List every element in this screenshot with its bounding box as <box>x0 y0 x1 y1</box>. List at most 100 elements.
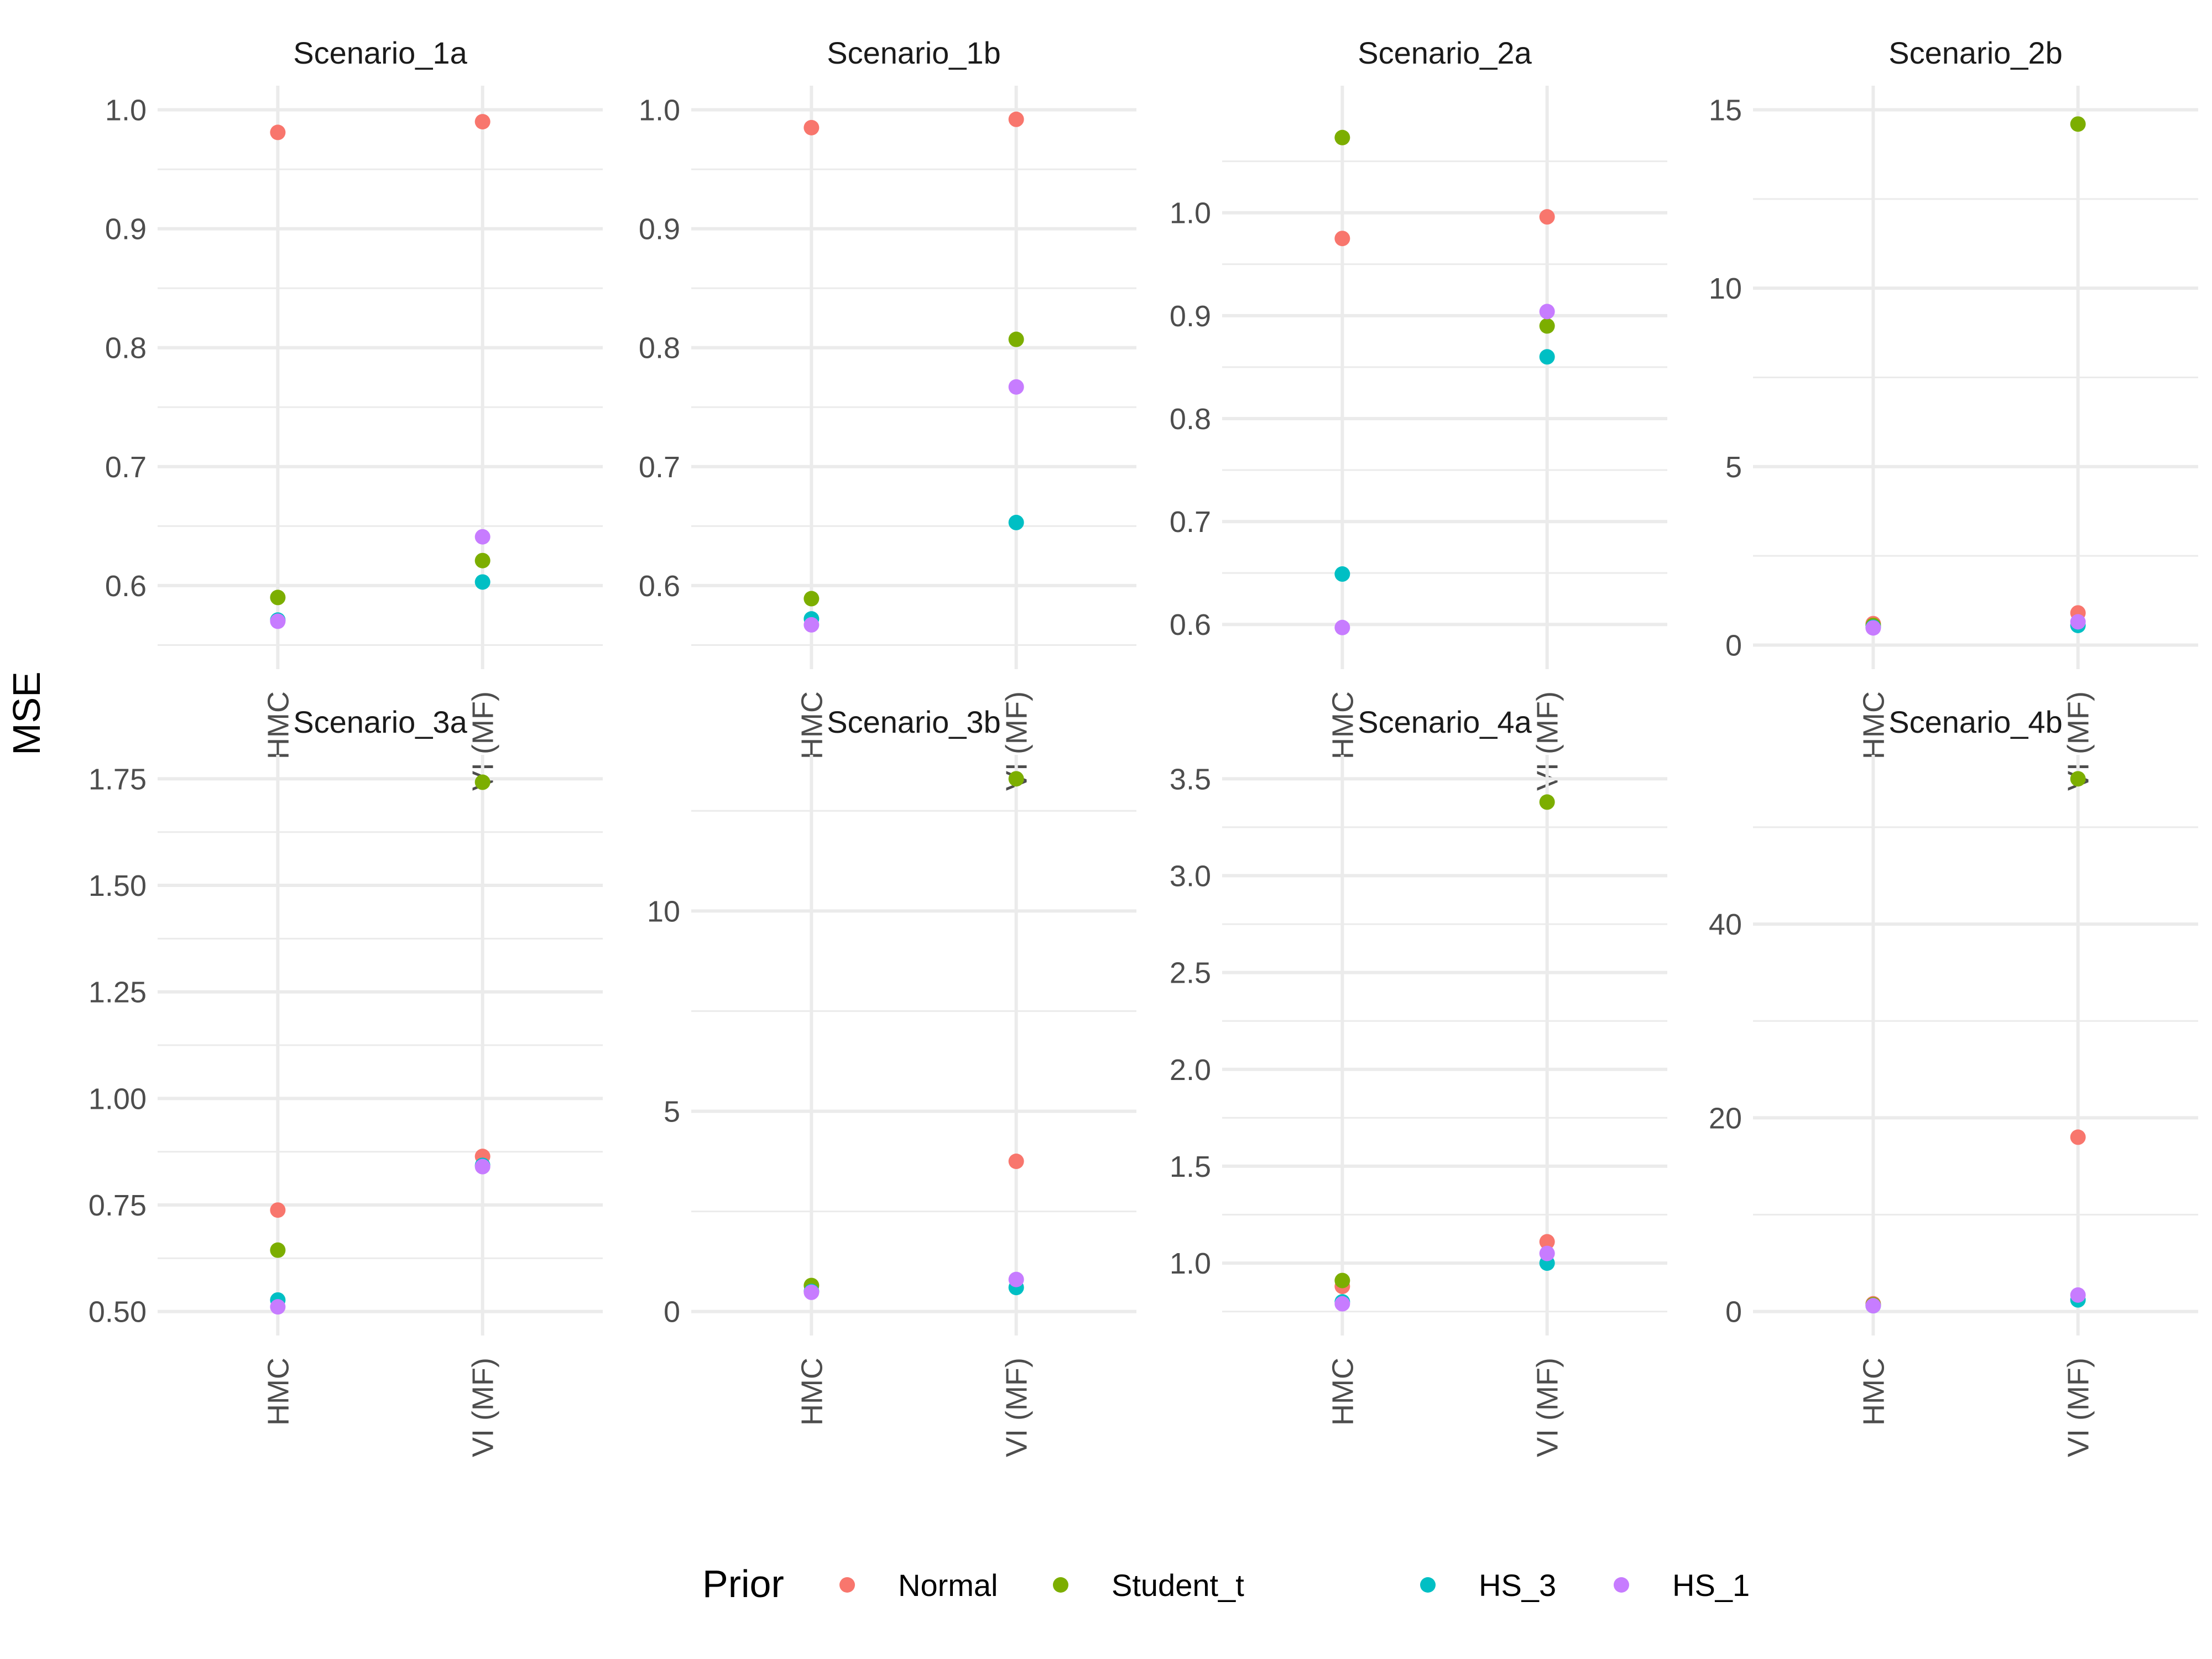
y-tick-label: 0.6 <box>1170 608 1211 641</box>
x-tick-label: VI (MF) <box>1000 1358 1034 1457</box>
y-tick-label: 20 <box>1709 1102 1742 1135</box>
x-tick-label: HMC <box>1326 691 1359 759</box>
legend-swatch <box>839 1577 855 1593</box>
legend-label: Normal <box>898 1568 998 1603</box>
y-tick-label: 3.0 <box>1170 859 1211 893</box>
legend: Prior Normal Student_t HS_3 HS_1 <box>702 1562 1750 1605</box>
facet-panel: Scenario_3b 0 5 10 HMC VI (MF) <box>647 705 1136 1457</box>
data-point <box>270 1299 286 1315</box>
y-tick-label: 0 <box>1725 629 1742 662</box>
data-point <box>1865 1298 1881 1314</box>
y-tick-label: 0.8 <box>639 332 680 365</box>
facet-title: Scenario_3b <box>827 705 1000 739</box>
data-point <box>270 1242 286 1258</box>
data-point <box>1334 1296 1350 1312</box>
x-tick-label: HMC <box>262 691 295 759</box>
data-point <box>2070 614 2086 630</box>
data-point <box>1334 129 1350 145</box>
facet-title: Scenario_3a <box>293 705 467 739</box>
y-tick-label: 0.6 <box>639 570 680 603</box>
y-tick-label: 0.8 <box>105 332 147 365</box>
y-tick-label: 10 <box>1709 272 1742 305</box>
facet-title: Scenario_1b <box>827 35 1000 70</box>
data-point <box>1539 318 1555 334</box>
data-point <box>474 529 491 545</box>
y-tick-label: 5 <box>1725 451 1742 484</box>
data-point <box>270 1202 286 1218</box>
data-point <box>2070 116 2086 132</box>
y-tick-label: 1.00 <box>88 1082 147 1115</box>
data-point <box>1539 349 1555 365</box>
data-point <box>804 617 820 633</box>
y-tick-label: 3.5 <box>1170 763 1211 796</box>
data-point <box>1008 1271 1024 1287</box>
data-point <box>1008 379 1024 395</box>
data-point <box>1334 566 1350 582</box>
data-point <box>270 124 286 140</box>
y-tick-label: 1.75 <box>88 763 147 796</box>
y-tick-label: 1.0 <box>1170 1247 1211 1280</box>
legend-item: Normal <box>839 1568 998 1603</box>
data-point <box>1008 514 1024 530</box>
data-point <box>1008 771 1024 787</box>
data-point <box>1334 619 1350 635</box>
data-point <box>804 591 820 607</box>
x-tick-label: HMC <box>795 1358 828 1426</box>
y-tick-label: 0.9 <box>1170 300 1211 333</box>
legend-swatch <box>1053 1577 1068 1593</box>
y-tick-label: 0.7 <box>105 451 147 484</box>
data-point <box>474 1159 491 1175</box>
data-point <box>270 613 286 629</box>
data-point <box>2070 1287 2086 1303</box>
data-point <box>1539 1234 1555 1250</box>
facet-panel: Scenario_4a 1.0 1.5 2.0 2.5 3.0 3.5 HMC VI (MF) <box>1170 705 1667 1457</box>
y-tick-label: 0.6 <box>105 570 147 603</box>
x-tick-label: VI (MF) <box>1531 1358 1564 1457</box>
y-tick-label: 10 <box>647 895 680 928</box>
y-tick-label: 0.9 <box>639 213 680 246</box>
facet-title: Scenario_4a <box>1358 705 1532 739</box>
data-point <box>474 114 491 130</box>
y-tick-label: 0 <box>1725 1296 1742 1329</box>
legend-label: HS_3 <box>1479 1568 1556 1603</box>
y-tick-label: 15 <box>1709 94 1742 127</box>
facet-panel: Scenario_4b 0 20 40 HMC VI (MF) <box>1709 705 2198 1457</box>
y-tick-label: 5 <box>664 1095 680 1129</box>
data-point <box>1008 111 1024 127</box>
x-tick-label: HMC <box>795 691 828 759</box>
legend-swatch <box>1614 1577 1629 1593</box>
data-point <box>2070 771 2086 787</box>
data-point <box>1334 231 1350 247</box>
y-tick-label: 0.7 <box>639 451 680 484</box>
y-tick-label: 0.50 <box>88 1296 147 1329</box>
data-point <box>1539 304 1555 320</box>
legend-title: Prior <box>702 1562 784 1605</box>
data-point <box>270 589 286 606</box>
data-point <box>474 574 491 590</box>
x-tick-label: HMC <box>1857 691 1890 759</box>
data-point <box>1539 209 1555 225</box>
data-point <box>1539 794 1555 810</box>
data-point <box>2070 1129 2086 1145</box>
facet-title: Scenario_2a <box>1358 35 1532 70</box>
y-tick-label: 1.0 <box>1170 197 1211 230</box>
y-tick-label: 2.0 <box>1170 1053 1211 1087</box>
data-point <box>804 119 820 135</box>
y-tick-label: 0.8 <box>1170 403 1211 436</box>
data-point <box>1008 331 1024 347</box>
data-point <box>804 1284 820 1300</box>
x-tick-label: HMC <box>1857 1358 1890 1426</box>
legend-label: HS_1 <box>1672 1568 1750 1603</box>
legend-label: Student_t <box>1112 1568 1244 1603</box>
y-tick-label: 0 <box>664 1296 680 1329</box>
data-point <box>1539 1245 1555 1261</box>
facet-title: Scenario_1a <box>293 35 467 70</box>
legend-item: HS_1 <box>1614 1568 1750 1603</box>
y-tick-label: 1.0 <box>105 94 147 127</box>
y-tick-label: 0.9 <box>105 213 147 246</box>
